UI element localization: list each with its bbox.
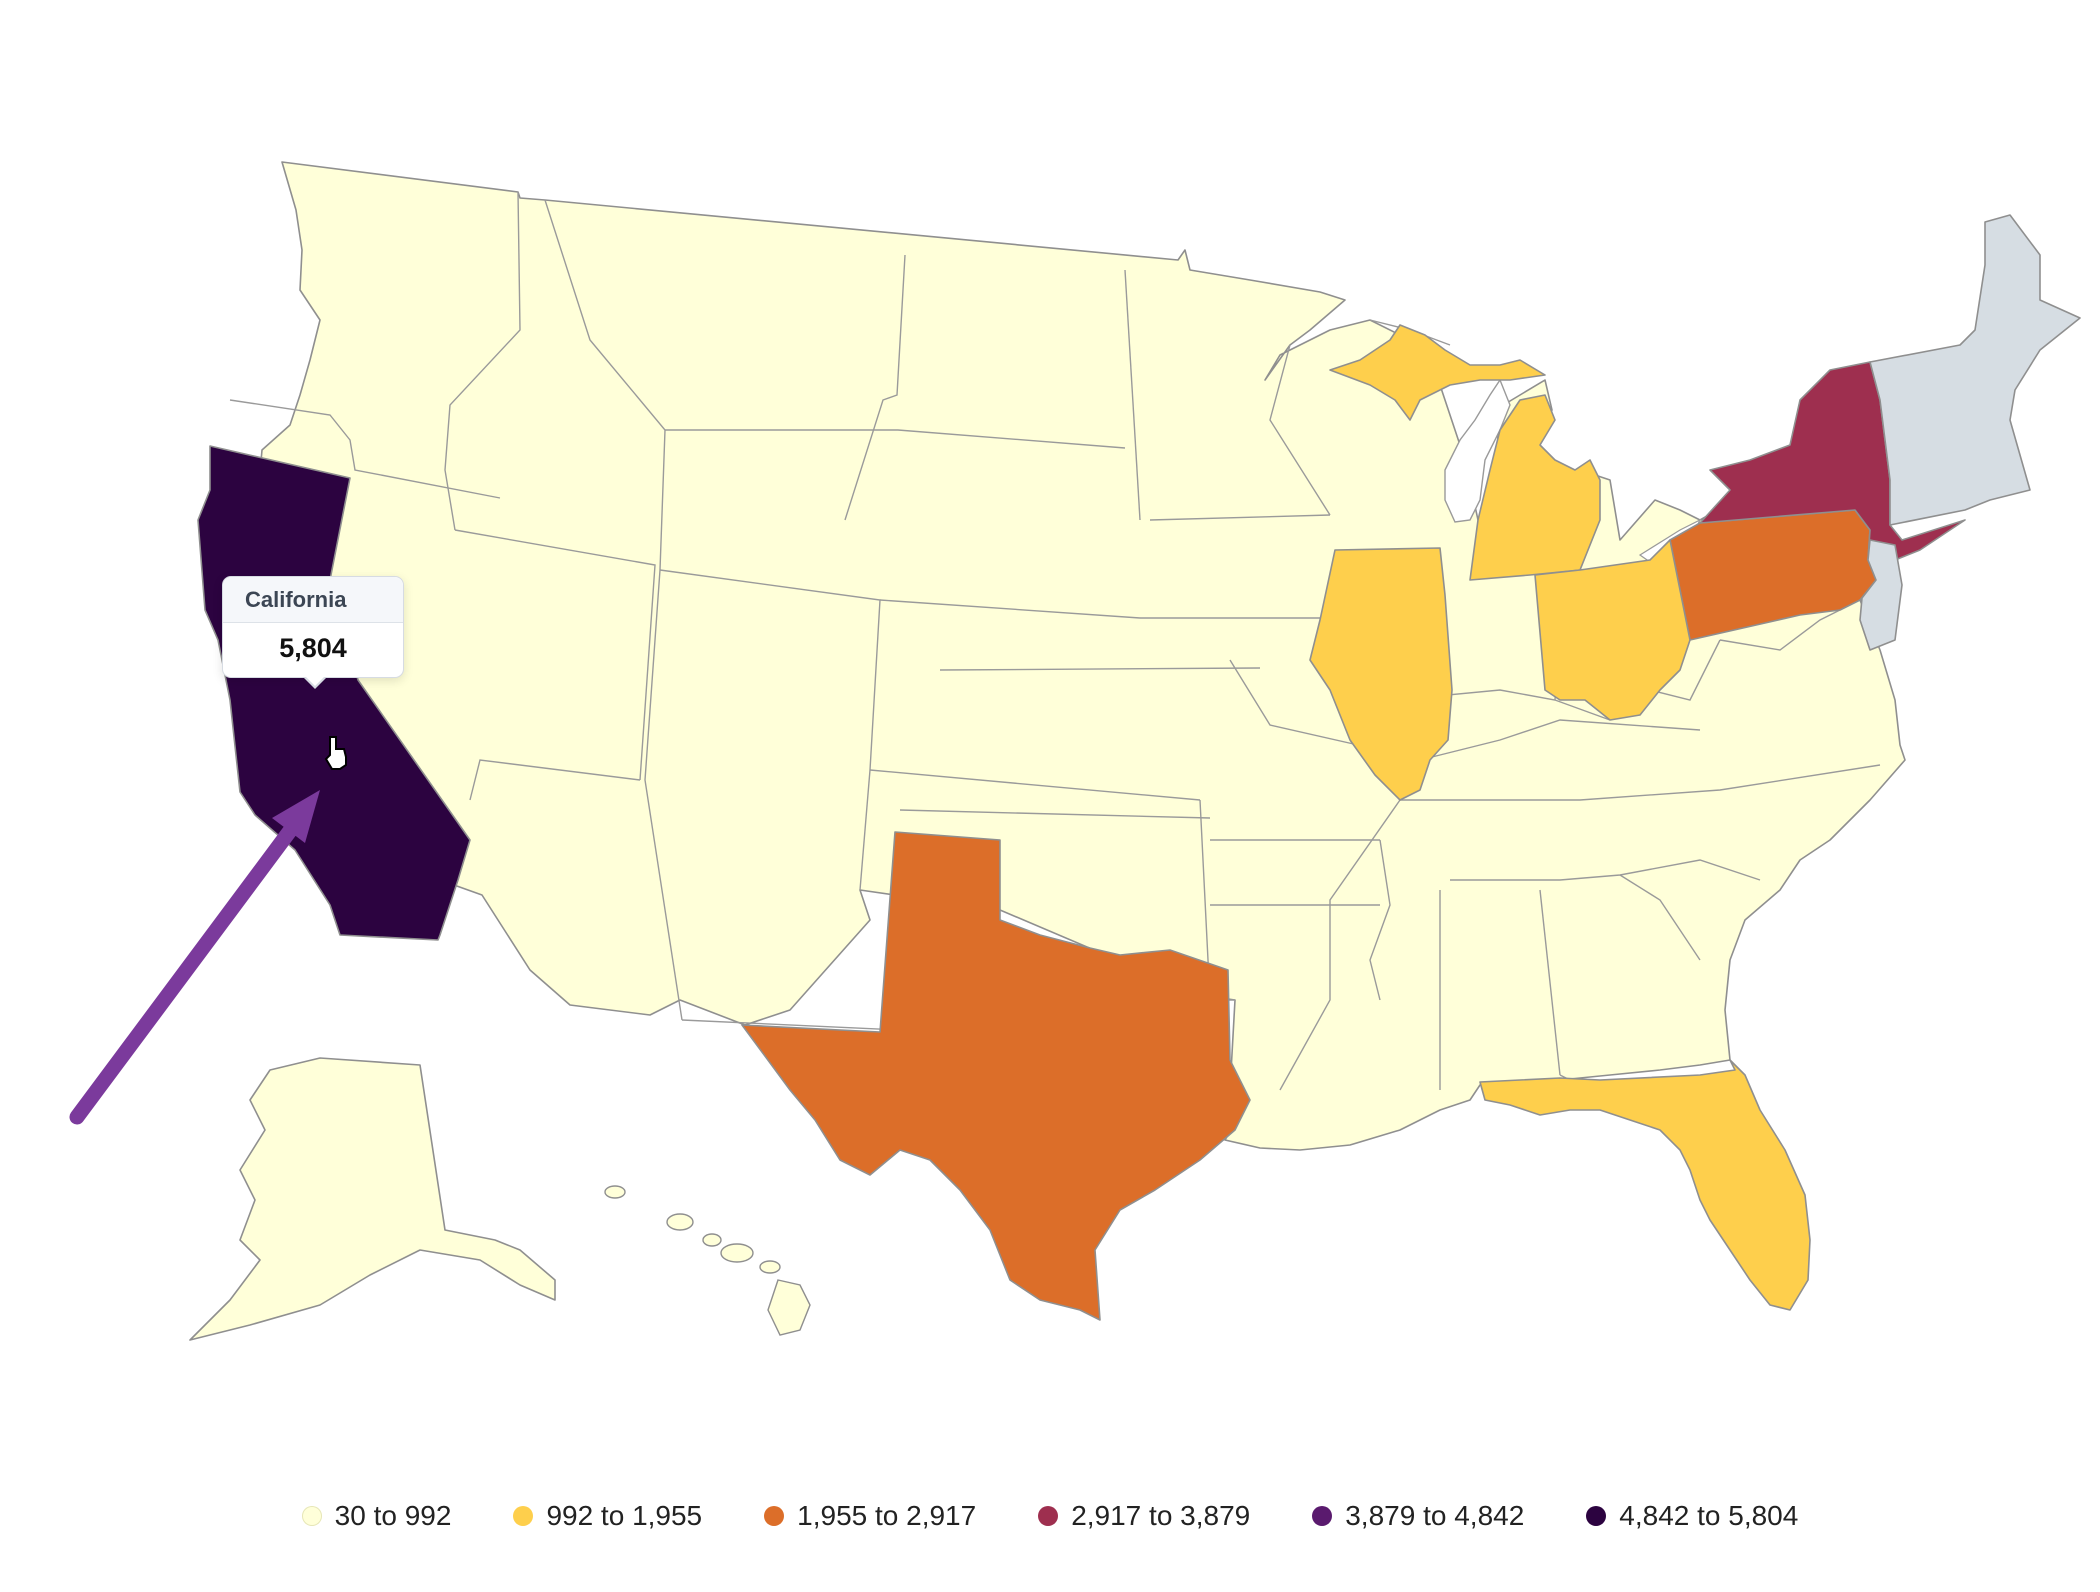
legend-item[interactable]: 2,917 to 3,879 xyxy=(1038,1500,1250,1532)
tooltip-pointer xyxy=(303,675,327,689)
state-michigan-lower[interactable] xyxy=(1469,394,1601,581)
legend-swatch xyxy=(1586,1506,1607,1526)
annotation-arrow xyxy=(69,790,320,1125)
legend-label: 3,879 to 4,842 xyxy=(1345,1500,1525,1531)
legend-label: 2,917 to 3,879 xyxy=(1071,1500,1251,1531)
legend-item[interactable]: 1,955 to 2,917 xyxy=(764,1500,976,1532)
state-florida[interactable] xyxy=(1479,1059,1811,1311)
legend-swatch xyxy=(301,1506,322,1526)
legend-label: 1,955 to 2,917 xyxy=(797,1500,977,1531)
tooltip-value: 5,804 xyxy=(279,633,347,663)
state-illinois[interactable] xyxy=(1309,547,1453,801)
legend-swatch xyxy=(1038,1506,1059,1526)
state-tooltip: California 5,804 xyxy=(222,576,404,689)
state-hawaii[interactable] xyxy=(604,1185,811,1336)
legend-item[interactable]: 30 to 992 xyxy=(301,1500,452,1532)
legend-item[interactable]: 4,842 to 5,804 xyxy=(1586,1500,1798,1532)
legend-label: 4,842 to 5,804 xyxy=(1619,1500,1799,1531)
state-borders xyxy=(229,191,1881,1091)
state-michigan-upper[interactable] xyxy=(1329,324,1546,421)
state-new-jersey[interactable] xyxy=(1859,539,1903,651)
tooltip-state-name: California xyxy=(223,577,403,623)
hand-pointer-icon xyxy=(324,736,347,770)
legend-swatch xyxy=(764,1506,785,1526)
state-ohio[interactable] xyxy=(1534,539,1691,721)
legend: 30 to 992 992 to 1,955 1,955 to 2,917 2,… xyxy=(0,1500,2100,1532)
state-texas[interactable] xyxy=(741,831,1251,1321)
state-new-england[interactable] xyxy=(1869,214,2081,526)
legend-item[interactable]: 3,879 to 4,842 xyxy=(1312,1500,1524,1532)
state-alaska[interactable] xyxy=(189,1057,556,1341)
legend-label: 30 to 992 xyxy=(334,1500,452,1531)
legend-label: 992 to 1,955 xyxy=(546,1500,703,1531)
legend-item[interactable]: 992 to 1,955 xyxy=(513,1500,702,1532)
legend-swatch xyxy=(1312,1506,1333,1526)
legend-swatch xyxy=(513,1506,534,1526)
state-california[interactable] xyxy=(197,445,471,941)
